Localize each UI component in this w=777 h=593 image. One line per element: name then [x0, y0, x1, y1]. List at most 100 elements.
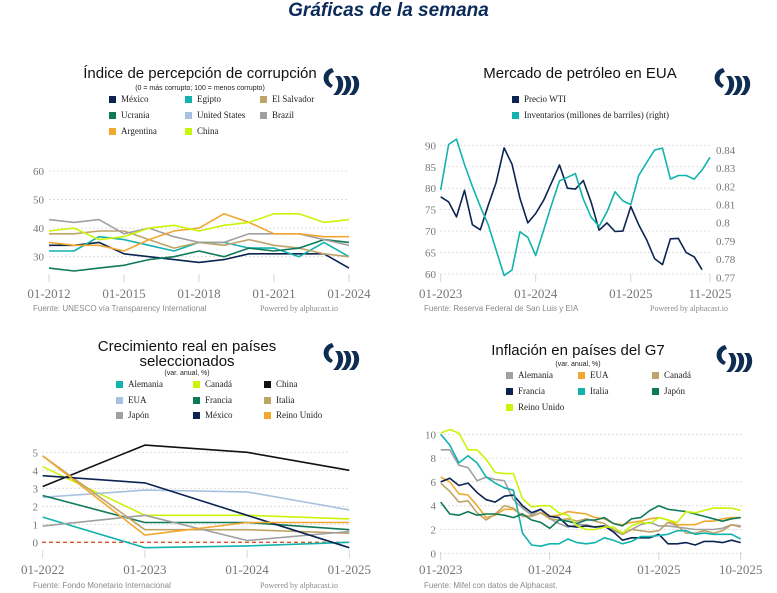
y-right-tick-label: 0.79: [716, 236, 736, 248]
legend-swatch: [578, 388, 585, 395]
legend-swatch: [264, 381, 271, 388]
legend-label: Canadá: [205, 379, 232, 389]
legend-swatch: [116, 412, 123, 419]
brand-logo-icon: [323, 343, 334, 363]
y-right-tick-label: 0.83: [716, 163, 736, 175]
legend-label: Reino Unido: [276, 410, 323, 420]
x-tick-label: 01-2022: [21, 562, 64, 577]
legend-swatch: [193, 412, 200, 419]
powered-by-note: Powered by alphacast.io: [650, 304, 728, 313]
legend-swatch: [185, 128, 192, 135]
y-tick-label: 4: [431, 501, 437, 513]
legend-swatch: [506, 388, 513, 395]
chart-2-title: Mercado de petróleo en EUA: [483, 65, 677, 82]
legend-swatch: [109, 96, 116, 103]
brand-logo-stripe: [333, 351, 344, 370]
y-tick-label: 70: [425, 226, 437, 238]
legend-label: Reino Unido: [518, 402, 565, 412]
y-tick-label: 2: [33, 501, 39, 513]
y-tick-label: 50: [33, 195, 45, 207]
series-line: [42, 444, 350, 488]
y-tick-label: 90: [425, 140, 437, 152]
legend-label: China: [276, 379, 298, 389]
y-tick-label: 40: [33, 223, 45, 235]
legend-label: EUA: [590, 370, 609, 380]
brand-logo-stripe: [734, 353, 745, 372]
x-tick-label: 01-2023: [419, 562, 462, 577]
series-line: [440, 428, 741, 534]
legend-label: Japón: [128, 410, 149, 420]
series-line: [42, 455, 350, 536]
series-line: [48, 213, 349, 252]
brand-logo-icon: [716, 345, 727, 365]
legend-label: Inventarios (millones de barriles) (righ…: [524, 110, 669, 120]
legend-label: EUA: [128, 395, 147, 405]
brand-logo-stripe: [740, 76, 751, 95]
series-line: [48, 218, 350, 247]
series-line: [440, 476, 741, 526]
legend-swatch: [512, 96, 519, 103]
legend-swatch: [116, 381, 123, 388]
y-tick-label: 80: [425, 183, 437, 195]
y-tick-label: 6: [431, 477, 437, 489]
legend-label: Argentina: [121, 126, 157, 136]
x-tick-label: 01-2025: [609, 286, 652, 301]
chart-3-subtitle: (var. anual, %): [164, 370, 210, 377]
legend-label: Egipto: [197, 94, 221, 104]
brand-logo-stripe: [732, 76, 743, 95]
legend-swatch: [260, 96, 267, 103]
series-line: [49, 241, 350, 269]
legend-label: Francia: [205, 395, 232, 405]
chart-1-subtitle: (0 = más corrupto; 100 = menos corrupto): [135, 85, 265, 92]
legend-swatch: [652, 372, 659, 379]
x-tick-label: 01-2023: [419, 286, 462, 301]
y-right-tick-label: 0.81: [716, 200, 735, 212]
x-tick-label: 01-2025: [328, 562, 371, 577]
x-tick-label: 01-2024: [327, 286, 371, 301]
legend-label: Brazil: [272, 110, 294, 120]
x-tick-label: 01-2018: [177, 286, 220, 301]
legend-swatch: [578, 372, 585, 379]
x-tick-label: 01-2023: [123, 562, 166, 577]
y-tick-label: 85: [425, 162, 437, 174]
y-tick-label: 8: [431, 453, 437, 465]
brand-logo-stripe: [341, 351, 352, 370]
y-tick-label: 60: [33, 166, 45, 178]
brand-logo-icon: [323, 68, 334, 88]
page-title: Gráficas de la semana: [288, 0, 489, 21]
brand-logo-stripe: [341, 76, 352, 95]
y-tick-label: 75: [425, 205, 437, 217]
source-note: Fuente: Reserva Federal de San Luis y EI…: [424, 304, 579, 313]
series-line: [42, 494, 350, 531]
x-tick-label: 01-2024: [528, 562, 572, 577]
legend-label: México: [205, 410, 233, 420]
x-tick-label: 01-2021: [252, 286, 295, 301]
legend-label: El Salvador: [272, 94, 314, 104]
legend-swatch: [506, 404, 513, 411]
y-right-tick-label: 0.78: [716, 254, 736, 266]
series-line: [42, 516, 350, 549]
chart-3-title: Crecimiento real en países seleccionados: [97, 338, 277, 370]
legend-label: China: [197, 126, 219, 136]
legend-swatch: [116, 397, 123, 404]
y-right-tick-label: 0.8: [716, 218, 730, 230]
legend-label: Alemania: [518, 370, 553, 380]
legend-swatch: [185, 96, 192, 103]
legend-label: United States: [197, 110, 246, 120]
series-line: [42, 465, 350, 520]
legend-swatch: [109, 112, 116, 119]
legend-label: Alemania: [128, 379, 163, 389]
source-note: Fuente: Mifel con datos de Alphacast.: [424, 581, 557, 590]
series-line: [48, 213, 350, 241]
brand-logo-stripe: [742, 353, 753, 372]
y-right-tick-label: 0.77: [716, 272, 736, 284]
brand-logo-stripe: [724, 76, 735, 95]
chart-4-subtitle: (var. anual, %): [555, 361, 601, 368]
x-tick-label: 10-2025: [719, 562, 762, 577]
brand-logo-stripe: [349, 76, 360, 95]
y-right-tick-label: 0.82: [716, 181, 735, 193]
brand-logo-stripe: [349, 351, 360, 370]
legend-swatch: [260, 112, 267, 119]
